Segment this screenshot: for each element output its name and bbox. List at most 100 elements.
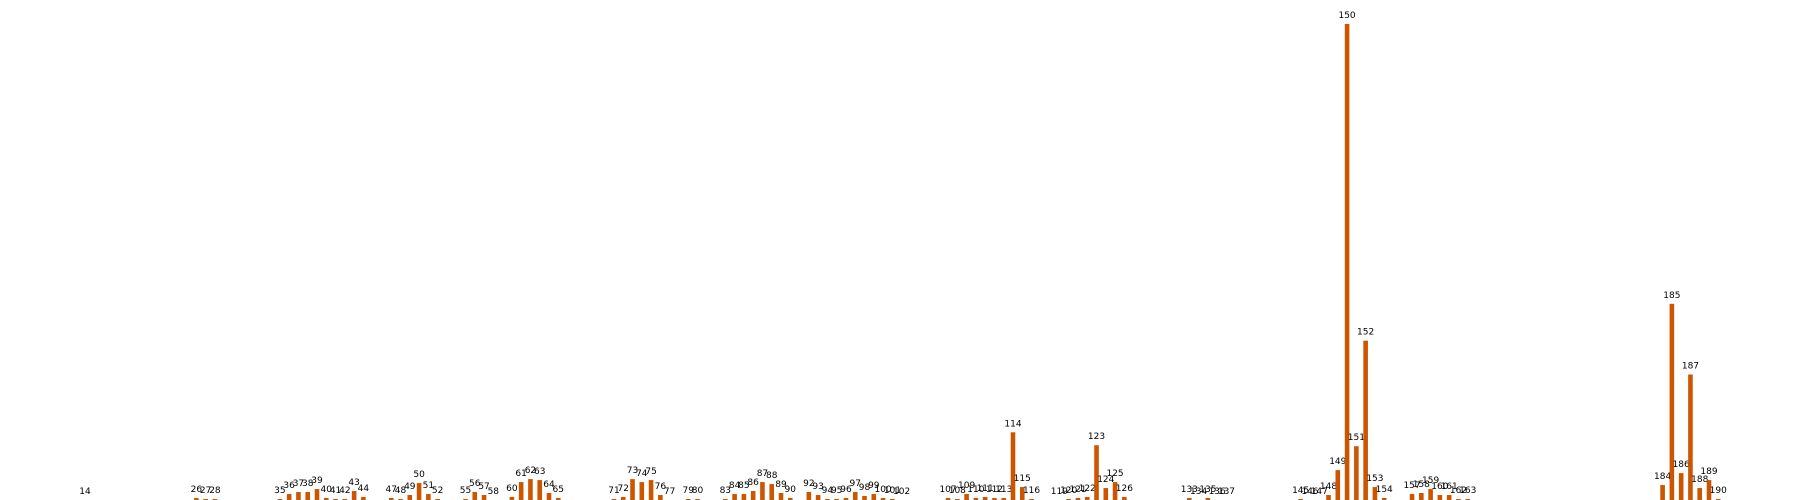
bar-label-133: 133 [1181, 485, 1198, 495]
bar-26 [194, 498, 199, 500]
bar-label-121: 121 [1069, 485, 1086, 495]
bar-44 [361, 497, 366, 500]
bar-label-85: 85 [738, 481, 749, 491]
bar-153 [1372, 487, 1378, 500]
bar-label-116: 116 [1023, 486, 1040, 496]
bar-label-84: 84 [729, 481, 741, 491]
bar-label-98: 98 [859, 483, 871, 493]
bar-label-149: 149 [1329, 457, 1346, 467]
bar-123 [1094, 445, 1099, 500]
bar-label-153: 153 [1366, 474, 1383, 484]
bar-label-79: 79 [682, 486, 694, 496]
bar-96 [843, 498, 849, 500]
bar-74 [639, 482, 645, 500]
bar-133 [1187, 498, 1192, 500]
bar-label-62: 62 [525, 466, 536, 476]
bar-112 [992, 498, 997, 500]
bar-label-94: 94 [822, 486, 834, 496]
bar-label-97: 97 [850, 479, 861, 489]
bar-161 [1446, 495, 1452, 500]
bar-114 [1010, 432, 1016, 500]
bar-label-120: 120 [1060, 486, 1077, 496]
bar-label-89: 89 [775, 480, 787, 490]
bar-label-27: 27 [200, 486, 211, 496]
bar-label-90: 90 [785, 485, 797, 495]
bar-label-61: 61 [515, 469, 526, 479]
bar-label-152: 152 [1357, 328, 1374, 338]
bar-38 [305, 492, 311, 500]
bar-43 [351, 491, 357, 500]
bar-label-14: 14 [79, 487, 91, 497]
bar-110 [973, 498, 979, 500]
bar-label-109: 109 [958, 481, 975, 491]
bar-185 [1669, 303, 1675, 500]
bar-label-119: 119 [1051, 487, 1068, 497]
bar-label-151: 151 [1348, 433, 1365, 443]
bar-184 [1660, 485, 1665, 500]
bar-label-187: 187 [1682, 362, 1699, 372]
bar-60 [509, 497, 515, 500]
bar-37 [296, 492, 301, 500]
bar-label-41: 41 [330, 486, 341, 496]
bar-100 [880, 498, 886, 500]
bar-label-123: 123 [1088, 432, 1105, 442]
bar-label-148: 148 [1320, 482, 1337, 492]
bar-label-50: 50 [413, 470, 425, 480]
bar-label-136: 136 [1209, 487, 1226, 497]
bar-label-37: 37 [293, 479, 304, 489]
bar-label-74: 74 [636, 469, 648, 479]
bar-label-43: 43 [348, 478, 359, 488]
bar-label-111: 111 [977, 484, 994, 494]
bar-label-184: 184 [1654, 472, 1671, 482]
bar-label-126: 126 [1116, 484, 1133, 494]
bar-62 [528, 479, 533, 500]
bar-label-86: 86 [747, 478, 759, 488]
bar-label-87: 87 [757, 469, 768, 479]
bar-186 [1678, 473, 1684, 500]
bar-label-134: 134 [1190, 487, 1207, 497]
bar-92 [806, 492, 812, 500]
bar-label-163: 163 [1459, 486, 1476, 496]
bar-label-76: 76 [655, 482, 667, 492]
bar-label-147: 147 [1311, 487, 1328, 497]
bar-label-188: 188 [1691, 475, 1708, 485]
bar-148 [1326, 495, 1331, 500]
bar-label-113: 113 [995, 485, 1012, 495]
bar-76 [658, 495, 663, 500]
bar-label-115: 115 [1014, 474, 1031, 484]
bar-label-80: 80 [692, 486, 704, 496]
bar-label-57: 57 [478, 482, 489, 492]
bar-label-186: 186 [1673, 460, 1690, 470]
bar-61 [518, 482, 524, 500]
bar-189 [1706, 480, 1712, 500]
bar-label-157: 157 [1403, 481, 1420, 491]
bar-label-55: 55 [460, 486, 471, 496]
bar-label-159: 159 [1422, 476, 1439, 486]
bar-135 [1205, 498, 1211, 500]
bar-label-48: 48 [395, 486, 407, 496]
bar-label-137: 137 [1218, 487, 1235, 497]
bar-label-96: 96 [840, 485, 852, 495]
bar-label-26: 26 [191, 485, 203, 495]
bar-93 [815, 495, 821, 500]
bar-label-110: 110 [967, 485, 984, 495]
bar-label-125: 125 [1106, 469, 1123, 479]
bar-label-56: 56 [469, 479, 481, 489]
bar-label-102: 102 [893, 487, 910, 497]
bar-90 [787, 498, 793, 500]
bar-label-38: 38 [302, 479, 314, 489]
bar-label-58: 58 [488, 487, 500, 497]
bar-label-72: 72 [618, 484, 629, 494]
bar-label-83: 83 [720, 486, 731, 496]
bar-158 [1419, 493, 1424, 500]
bar-label-190: 190 [1710, 486, 1727, 496]
bar-label-145: 145 [1292, 486, 1309, 496]
bar-150 [1344, 24, 1350, 500]
bar-84 [732, 494, 737, 500]
bar-107 [945, 498, 951, 500]
bar-86 [750, 491, 756, 500]
bar-label-88: 88 [766, 471, 778, 481]
bar-64 [546, 493, 552, 500]
